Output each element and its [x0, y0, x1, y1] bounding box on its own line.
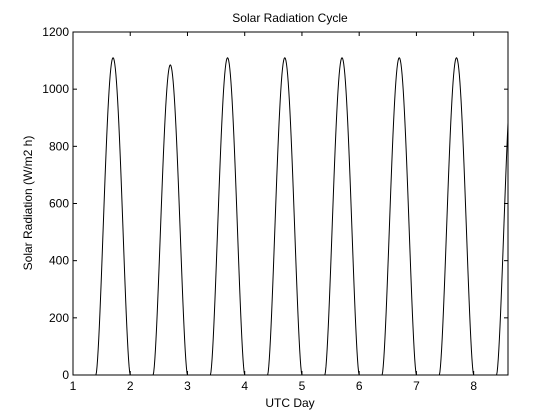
x-tick-label-7: 7 [413, 379, 420, 393]
plot-area [73, 32, 508, 375]
y-tick-label-800: 800 [49, 139, 69, 153]
y-tick-label-0: 0 [62, 368, 69, 382]
x-axis-title: UTC Day [265, 396, 314, 410]
x-tick-label-4: 4 [241, 379, 248, 393]
y-axis-title: Solar Radiation (W/m2 h) [21, 136, 35, 271]
x-tick-label-5: 5 [299, 379, 306, 393]
chart-title: Solar Radiation Cycle [232, 11, 348, 25]
x-tick-label-1: 1 [70, 379, 77, 393]
plot-frame [72, 31, 509, 376]
y-tick-label-600: 600 [49, 197, 69, 211]
series-layer [73, 57, 508, 375]
x-tick-label-6: 6 [356, 379, 363, 393]
y-tick-label-200: 200 [49, 311, 69, 325]
y-tick-label-400: 400 [49, 254, 69, 268]
series-line-0 [73, 57, 508, 375]
x-tick-label-3: 3 [184, 379, 191, 393]
x-tick-label-8: 8 [470, 379, 477, 393]
y-tick-label-1200: 1200 [42, 25, 69, 39]
y-tick-label-1000: 1000 [42, 82, 69, 96]
x-tick-label-2: 2 [127, 379, 134, 393]
